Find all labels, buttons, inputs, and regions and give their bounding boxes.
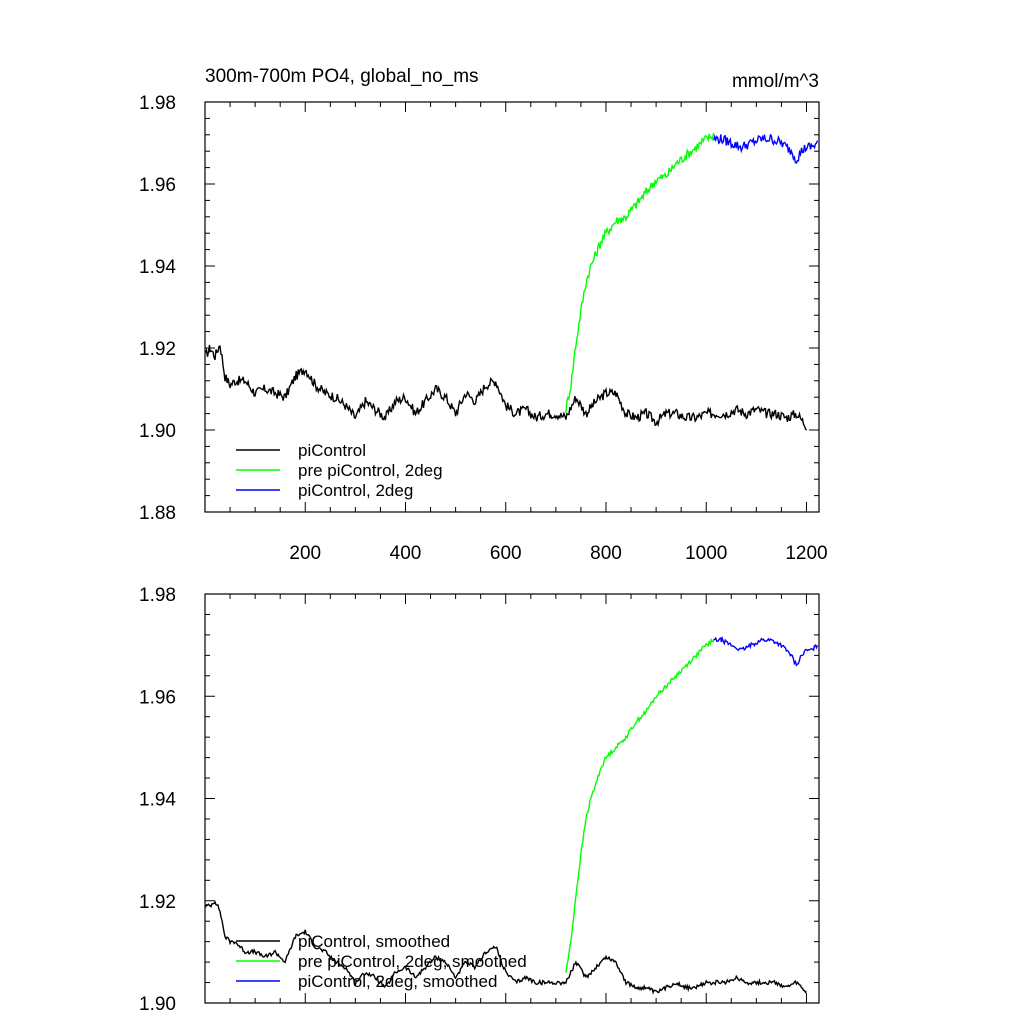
legend-label: piControl <box>298 441 366 460</box>
y-tick-label: 1.94 <box>139 257 176 278</box>
y-tick-label: 1.90 <box>139 421 176 442</box>
y-tick-label: 1.96 <box>139 175 176 196</box>
y-tick-label: 1.98 <box>139 585 176 606</box>
y-tick-label: 1.90 <box>139 994 176 1015</box>
x-tick-label: 600 <box>490 543 522 564</box>
legend-label: piControl, 2deg, smoothed <box>298 972 497 991</box>
chart-title: 300m-700m PO4, global_no_ms <box>205 66 479 87</box>
legend-label: piControl, 2deg <box>298 481 413 500</box>
y-tick-label: 1.94 <box>139 790 176 811</box>
x-tick-label: 800 <box>590 543 622 564</box>
top-panel: 300m-700m PO4, global_no_ms mmol/m^3 200 40… <box>139 66 828 564</box>
y-tick-label: 1.92 <box>139 892 176 913</box>
plot-frame <box>204 101 820 513</box>
y-tick-label: 1.96 <box>139 687 176 708</box>
x-tick-label: 1000 <box>685 543 727 564</box>
series-line <box>204 344 808 431</box>
legend-label: piControl, smoothed <box>298 932 450 951</box>
x-tick-label: 200 <box>289 543 321 564</box>
series-line <box>565 637 715 973</box>
y-tick-label: 1.88 <box>139 503 176 524</box>
y-tick-label: 1.92 <box>139 339 176 360</box>
plot-frame <box>204 593 820 1004</box>
series-line <box>713 636 819 667</box>
legend-label: pre piControl, 2deg, smoothed <box>298 952 527 971</box>
series-line <box>713 133 819 164</box>
x-tick-label: 1200 <box>785 543 827 564</box>
series-line <box>565 132 715 414</box>
legend-label: pre piControl, 2deg <box>298 461 443 480</box>
x-tick-label: 400 <box>390 543 422 564</box>
series-line <box>204 900 807 995</box>
y-tick-label: 1.98 <box>139 93 176 114</box>
units-label: mmol/m^3 <box>732 71 819 92</box>
